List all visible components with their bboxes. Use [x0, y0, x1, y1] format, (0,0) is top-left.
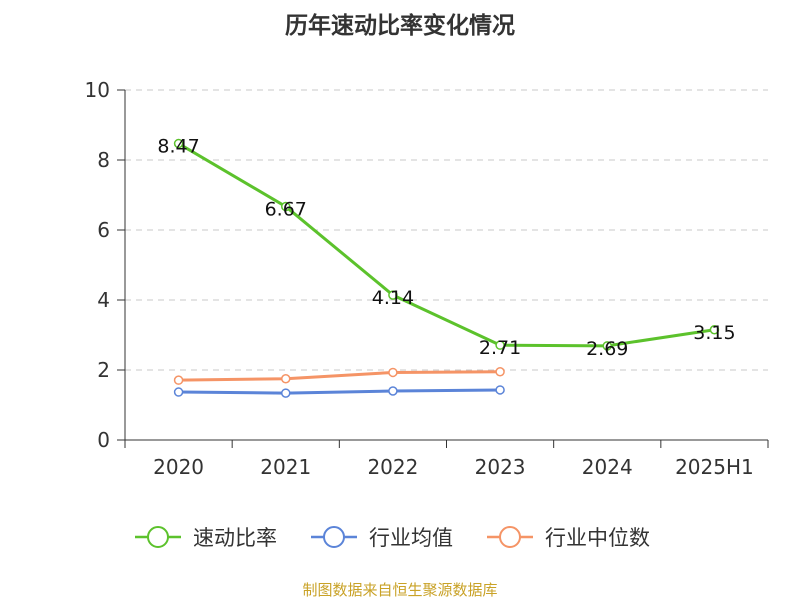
x-tick-label: 2024	[582, 455, 633, 479]
series-line	[178, 370, 501, 382]
data-point	[281, 201, 291, 212]
data-point	[281, 374, 291, 384]
x-tick-label: 2023	[475, 455, 526, 479]
legend-label: 行业均值	[369, 526, 453, 550]
legend-marker	[323, 526, 345, 548]
y-tick-label: 6	[97, 218, 110, 242]
data-point	[388, 367, 398, 378]
y-tick-label: 10	[85, 78, 110, 102]
data-point	[709, 325, 720, 335]
data-point	[495, 367, 505, 377]
x-tick-label: 2020	[153, 455, 204, 479]
chart-title: 历年速动比率变化情况	[285, 13, 515, 39]
data-label: 6.67	[265, 199, 307, 221]
data-label: 3.15	[693, 322, 735, 344]
legend-label: 速动比率	[193, 526, 277, 550]
y-tick-label: 4	[97, 288, 110, 312]
legend-marker	[147, 526, 169, 548]
source-note: 制图数据来自恒生聚源数据库	[302, 581, 498, 599]
data-point	[388, 386, 398, 396]
data-point	[173, 138, 184, 149]
data-label: 2.71	[479, 337, 521, 359]
y-tick-label: 8	[97, 148, 110, 172]
data-point	[173, 375, 184, 385]
legend-marker	[499, 526, 521, 548]
y-tick-label: 0	[97, 428, 110, 452]
data-point	[495, 385, 505, 395]
x-tick-label: 2021	[260, 455, 311, 479]
data-point	[602, 341, 612, 351]
data-label: 2.69	[586, 338, 628, 360]
data-label: 8.47	[157, 136, 199, 158]
legend-label: 行业中位数	[545, 526, 650, 550]
x-tick-label: 2022	[367, 455, 418, 479]
data-label: 4.14	[372, 287, 414, 309]
series-line	[177, 142, 715, 348]
y-tick-label: 2	[97, 358, 110, 382]
data-point	[495, 340, 505, 350]
x-tick-label: 2025H1	[675, 455, 754, 479]
series-line	[178, 388, 501, 395]
data-point	[173, 387, 184, 397]
data-point	[281, 388, 291, 398]
data-point	[388, 290, 398, 300]
